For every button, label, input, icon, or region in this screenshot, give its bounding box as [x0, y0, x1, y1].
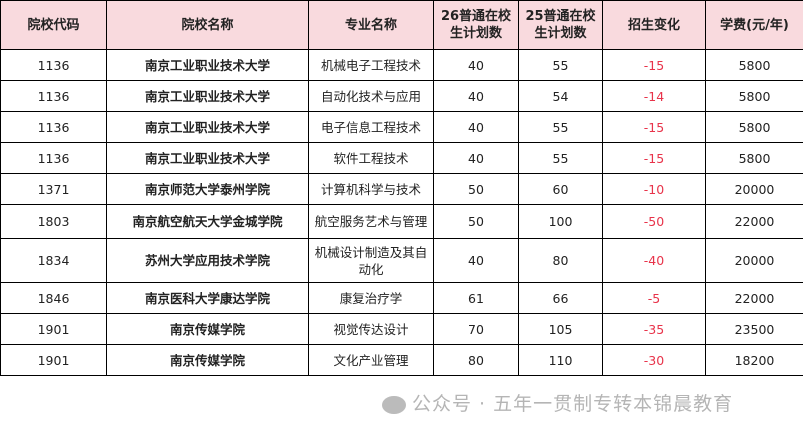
- header-change: 招生变化: [602, 0, 706, 50]
- school-code: 1136: [0, 80, 107, 112]
- tuition: 22000: [705, 204, 803, 239]
- tuition: 18200: [705, 344, 803, 376]
- header-row: 院校代码 院校名称 专业名称 26普通在校生计划数 25普通在校生计划数 招生变化 学费(元…: [0, 0, 803, 50]
- school-code: 1901: [0, 313, 107, 345]
- major-name: 电子信息工程技术: [308, 111, 434, 143]
- header-code: 院校代码: [0, 0, 107, 50]
- enrollment-change: -10: [602, 173, 706, 205]
- school-code: 1901: [0, 344, 107, 376]
- header-tuition: 学费(元/年): [705, 0, 803, 50]
- school-name: 南京传媒学院: [106, 313, 309, 345]
- table-row: 1803 南京航空航天大学金城学院 航空服务艺术与管理 50 100 -50 22000: [0, 204, 803, 239]
- major-name: 机械电子工程技术: [308, 49, 434, 81]
- plan-26: 40: [433, 111, 519, 143]
- plan-25: 105: [518, 313, 603, 345]
- plan-25: 54: [518, 80, 603, 112]
- tuition: 5800: [705, 111, 803, 143]
- school-code: 1136: [0, 111, 107, 143]
- header-plan-25: 25普通在校生计划数: [518, 0, 603, 50]
- header-plan-26: 26普通在校生计划数: [433, 0, 519, 50]
- plan-25: 60: [518, 173, 603, 205]
- major-name: 康复治疗学: [308, 282, 434, 314]
- table-row: 1136 南京工业职业技术大学 机械电子工程技术 40 55 -15 5800: [0, 49, 803, 81]
- major-name: 自动化技术与应用: [308, 80, 434, 112]
- plan-26: 50: [433, 204, 519, 239]
- enrollment-change: -35: [602, 313, 706, 345]
- enrollment-change: -15: [602, 142, 706, 174]
- enrollment-change: -15: [602, 49, 706, 81]
- plan-25: 66: [518, 282, 603, 314]
- school-name: 南京工业职业技术大学: [106, 49, 309, 81]
- plan-26: 61: [433, 282, 519, 314]
- table-row: 1834 苏州大学应用技术学院 机械设计制造及其自动化 40 80 -40 20000: [0, 238, 803, 283]
- tuition: 20000: [705, 238, 803, 283]
- plan-26: 70: [433, 313, 519, 345]
- major-name: 航空服务艺术与管理: [308, 204, 434, 239]
- table-row: 1136 南京工业职业技术大学 自动化技术与应用 40 54 -14 5800: [0, 80, 803, 112]
- header-school: 院校名称: [106, 0, 309, 50]
- school-code: 1803: [0, 204, 107, 239]
- major-name: 软件工程技术: [308, 142, 434, 174]
- major-name: 视觉传达设计: [308, 313, 434, 345]
- school-code: 1136: [0, 49, 107, 81]
- school-code: 1136: [0, 142, 107, 174]
- table-row: 1901 南京传媒学院 视觉传达设计 70 105 -35 23500: [0, 313, 803, 345]
- school-name: 南京传媒学院: [106, 344, 309, 376]
- plan-25: 55: [518, 49, 603, 81]
- tuition: 5800: [705, 80, 803, 112]
- table-row: 1371 南京师范大学泰州学院 计算机科学与技术 50 60 -10 20000: [0, 173, 803, 205]
- plan-25: 100: [518, 204, 603, 239]
- table-row: 1136 南京工业职业技术大学 软件工程技术 40 55 -15 5800: [0, 142, 803, 174]
- plan-26: 40: [433, 49, 519, 81]
- tuition: 20000: [705, 173, 803, 205]
- school-code: 1834: [0, 238, 107, 283]
- table-row: 1136 南京工业职业技术大学 电子信息工程技术 40 55 -15 5800: [0, 111, 803, 143]
- tuition: 23500: [705, 313, 803, 345]
- school-code: 1371: [0, 173, 107, 205]
- school-name: 苏州大学应用技术学院: [106, 238, 309, 283]
- major-name: 计算机科学与技术: [308, 173, 434, 205]
- school-name: 南京工业职业技术大学: [106, 80, 309, 112]
- school-name: 南京航空航天大学金城学院: [106, 204, 309, 239]
- header-major: 专业名称: [308, 0, 434, 50]
- school-name: 南京工业职业技术大学: [106, 111, 309, 143]
- plan-25: 55: [518, 111, 603, 143]
- enrollment-change: -40: [602, 238, 706, 283]
- enrollment-change: -5: [602, 282, 706, 314]
- school-name: 南京工业职业技术大学: [106, 142, 309, 174]
- enrollment-change: -50: [602, 204, 706, 239]
- table-row: 1846 南京医科大学康达学院 康复治疗学 61 66 -5 22000: [0, 282, 803, 314]
- enrollment-change: -15: [602, 111, 706, 143]
- wechat-icon: [382, 395, 406, 414]
- tuition: 5800: [705, 49, 803, 81]
- enrollment-change: -14: [602, 80, 706, 112]
- tuition: 5800: [705, 142, 803, 174]
- plan-25: 80: [518, 238, 603, 283]
- major-name: 文化产业管理: [308, 344, 434, 376]
- enrollment-table: 院校代码 院校名称 专业名称 26普通在校生计划数 25普通在校生计划数 招生变化 学费(元…: [0, 0, 803, 376]
- school-name: 南京医科大学康达学院: [106, 282, 309, 314]
- plan-26: 40: [433, 238, 519, 283]
- plan-25: 55: [518, 142, 603, 174]
- watermark-text: 公众号 · 五年一贯制专转本锦晨教育: [412, 393, 734, 415]
- major-name: 机械设计制造及其自动化: [308, 238, 434, 283]
- tuition: 22000: [705, 282, 803, 314]
- watermark: 公众号 · 五年一贯制专转本锦晨教育: [382, 392, 733, 416]
- school-name: 南京师范大学泰州学院: [106, 173, 309, 205]
- plan-26: 40: [433, 142, 519, 174]
- school-code: 1846: [0, 282, 107, 314]
- plan-26: 50: [433, 173, 519, 205]
- plan-25: 110: [518, 344, 603, 376]
- enrollment-change: -30: [602, 344, 706, 376]
- table-row: 1901 南京传媒学院 文化产业管理 80 110 -30 18200: [0, 344, 803, 376]
- plan-26: 80: [433, 344, 519, 376]
- plan-26: 40: [433, 80, 519, 112]
